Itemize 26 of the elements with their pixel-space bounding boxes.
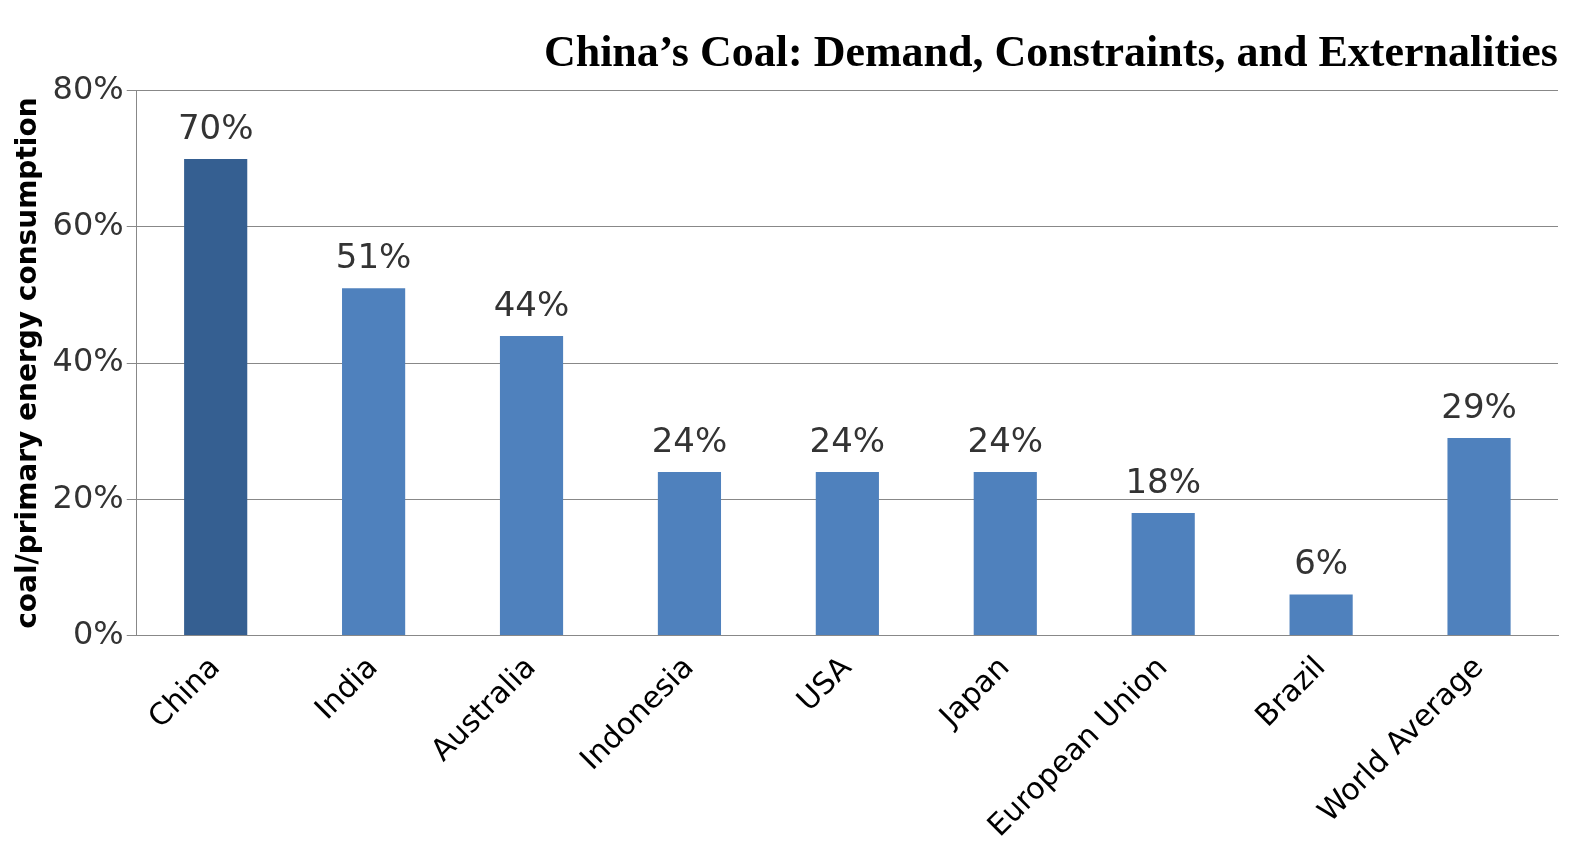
- data-label: 44%: [493, 283, 570, 324]
- x-tick-label: USA: [789, 648, 859, 718]
- data-label: 24%: [809, 419, 886, 460]
- bar: [499, 335, 564, 635]
- data-label: 24%: [967, 419, 1044, 460]
- bar: [1447, 438, 1511, 635]
- data-label: 24%: [651, 419, 728, 460]
- bar: [815, 472, 879, 635]
- y-tick-label: 0%: [72, 613, 124, 652]
- data-label: 6%: [1294, 542, 1349, 583]
- bar: [1131, 512, 1195, 635]
- data-label: 29%: [1441, 385, 1517, 426]
- data-label: 70%: [177, 106, 254, 147]
- y-tick-label: 40%: [52, 341, 124, 380]
- bar: [973, 472, 1037, 635]
- data-label: 18%: [1125, 460, 1201, 501]
- bar: [342, 288, 406, 635]
- bar: [184, 158, 248, 635]
- chart-title: China’s Coal: Demand, Constraints, and Externalities: [543, 26, 1558, 76]
- bar: [657, 472, 722, 635]
- y-tick-label: 60%: [52, 205, 124, 244]
- data-label: 51%: [335, 236, 412, 277]
- y-axis-title: coal/primary energy consumption: [10, 97, 44, 629]
- y-tick-label: 20%: [52, 477, 124, 516]
- y-tick-label: 80%: [52, 69, 124, 108]
- bar: [1289, 594, 1353, 635]
